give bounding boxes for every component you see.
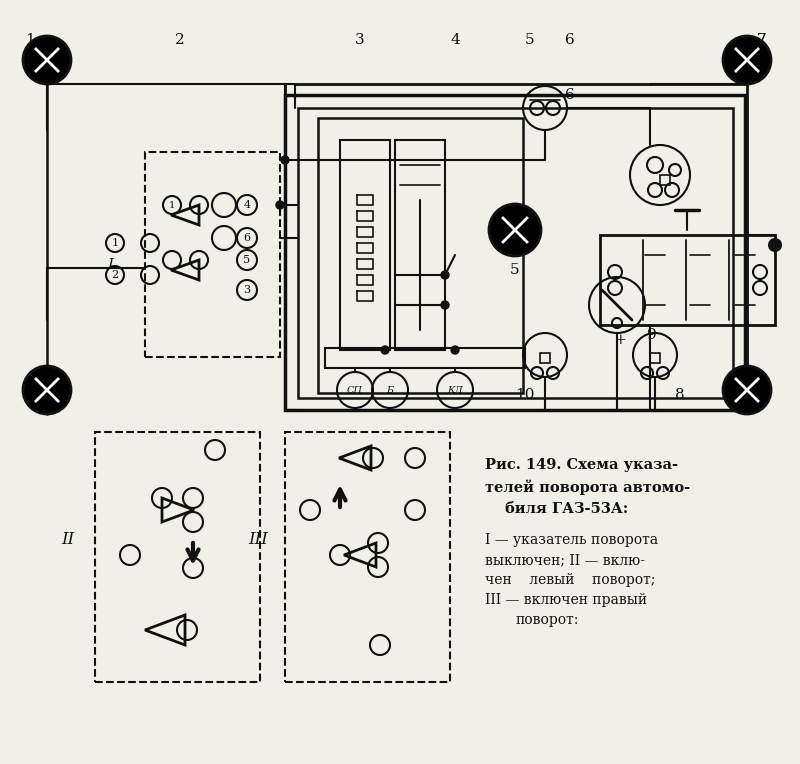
Circle shape	[451, 346, 459, 354]
Text: III — включен правый: III — включен правый	[485, 593, 647, 607]
Bar	[298, 108, 733, 398]
Text: выключен; II — вклю-: выключен; II — вклю-	[485, 553, 645, 567]
Circle shape	[23, 36, 71, 84]
Text: 10: 10	[515, 388, 534, 402]
Text: 1: 1	[25, 33, 35, 47]
Text: КЛ: КЛ	[447, 386, 463, 394]
Bar	[540, 353, 550, 363]
Bar	[650, 353, 660, 363]
Bar	[95, 432, 260, 682]
Text: 7: 7	[757, 33, 767, 47]
Text: Рис. 149. Схема указа-: Рис. 149. Схема указа-	[485, 458, 678, 472]
Circle shape	[276, 201, 284, 209]
Text: 4: 4	[243, 200, 250, 210]
Circle shape	[723, 36, 771, 84]
Text: 2: 2	[111, 270, 118, 280]
Circle shape	[441, 271, 449, 279]
Text: СП: СП	[347, 386, 363, 394]
Bar	[340, 140, 390, 350]
Circle shape	[441, 301, 449, 309]
Text: 1: 1	[111, 238, 118, 248]
Text: III: III	[248, 532, 268, 549]
Text: I: I	[107, 258, 113, 272]
Circle shape	[489, 204, 541, 256]
Text: 8: 8	[675, 388, 685, 402]
Bar	[318, 118, 523, 393]
Text: биля ГАЗ-53А:: биля ГАЗ-53А:	[505, 502, 628, 516]
Text: 5: 5	[510, 263, 520, 277]
Text: 6: 6	[243, 233, 250, 243]
Bar	[145, 152, 280, 357]
Text: 5: 5	[243, 255, 250, 265]
Text: +: +	[614, 333, 626, 347]
Text: II: II	[62, 532, 74, 549]
Bar	[325, 348, 525, 368]
Text: 3: 3	[243, 285, 250, 295]
Text: 1: 1	[169, 200, 175, 209]
Text: 3: 3	[355, 33, 365, 47]
Text: 9: 9	[647, 328, 657, 342]
Text: 7: 7	[757, 33, 767, 47]
Circle shape	[281, 156, 289, 164]
Circle shape	[723, 366, 771, 414]
Circle shape	[769, 239, 781, 251]
Text: 6: 6	[565, 88, 575, 102]
Text: телей поворота автомо-: телей поворота автомо-	[485, 479, 690, 495]
Bar	[600, 235, 775, 325]
Text: чен    левый    поворот;: чен левый поворот;	[485, 573, 655, 587]
Text: 5: 5	[525, 33, 535, 47]
Bar	[285, 432, 450, 682]
Bar	[395, 140, 445, 350]
Text: 6: 6	[565, 33, 575, 47]
Text: I — указатель поворота: I — указатель поворота	[485, 533, 658, 547]
Bar	[660, 175, 670, 185]
Text: 4: 4	[450, 33, 460, 47]
Text: поворот:: поворот:	[515, 613, 578, 627]
Circle shape	[381, 346, 389, 354]
Circle shape	[23, 366, 71, 414]
Text: Б: Б	[386, 386, 394, 394]
Text: 2: 2	[175, 33, 185, 47]
Bar	[285, 95, 745, 410]
